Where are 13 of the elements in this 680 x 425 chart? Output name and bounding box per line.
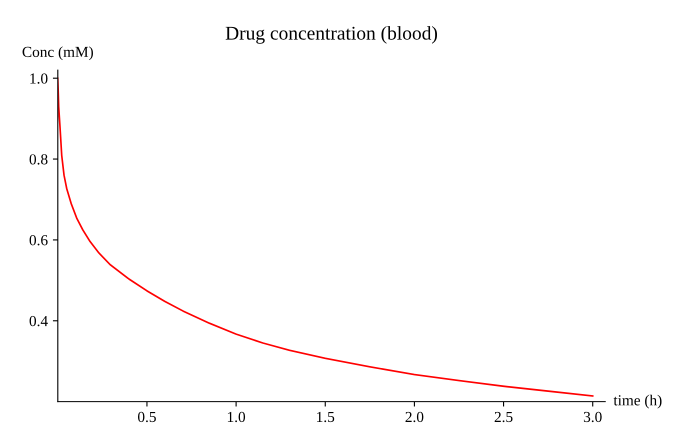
y-tick-label: 0.4: [30, 316, 48, 326]
x-tick-label: 0.5: [138, 412, 156, 422]
x-axis-title: time (h): [614, 394, 662, 409]
x-tick-label: 3.0: [584, 412, 602, 422]
x-tick-label: 2.0: [406, 412, 424, 422]
x-tick-label: 2.5: [494, 412, 513, 422]
x-tick-label: 1.5: [317, 412, 334, 422]
chart-title: Drug concentration (blood): [226, 26, 438, 44]
x-tick-label: 1.0: [228, 412, 246, 422]
y-tick-label: 0.6: [30, 235, 48, 246]
y-tick-label: 1.0: [30, 73, 48, 84]
y-axis-title: Conc (mM): [22, 46, 93, 60]
y-tick-label: 0.8: [30, 154, 48, 165]
